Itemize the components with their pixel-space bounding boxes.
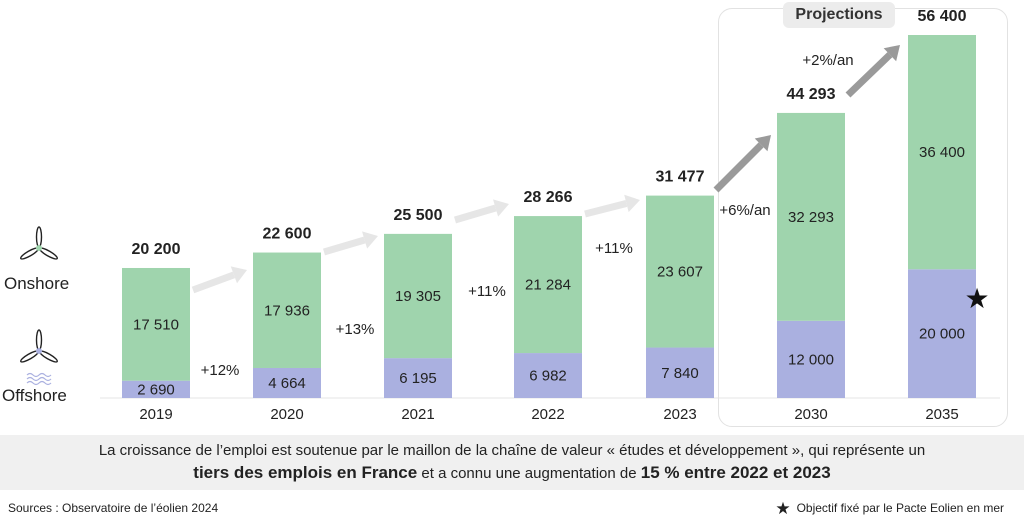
- arrow-head-5: [883, 45, 900, 62]
- onshore-turbine-icon: [20, 226, 58, 260]
- arrow-head-3: [624, 194, 640, 213]
- bar-onshore-2021: [384, 233, 452, 359]
- arrow-head-2: [493, 199, 509, 217]
- label-onshore-2022: 21 284: [525, 277, 571, 294]
- water-wave-icon: [26, 372, 52, 378]
- growth-label-5: +2%/an: [802, 52, 853, 69]
- growth-label-1: +13%: [336, 321, 375, 338]
- arrow-head-4: [754, 135, 771, 152]
- label-total-2023: 31 477: [656, 169, 705, 186]
- label-offshore-2035: 20 000: [919, 326, 965, 343]
- bar-offshore-2021: [384, 358, 452, 398]
- label-total-2030: 44 293: [787, 86, 836, 103]
- tick-2020: 2020: [270, 406, 303, 423]
- growth-label-0: +12%: [201, 362, 240, 379]
- water-wave-icon: [26, 380, 52, 386]
- growth-arrow-0: [191, 271, 236, 294]
- label-onshore-2023: 23 607: [657, 264, 703, 281]
- tick-2035: 2035: [925, 406, 958, 423]
- arrow-head-1: [362, 231, 378, 249]
- note-line1: La croissance de l’emploi est soutenue p…: [98, 442, 926, 459]
- bar-offshore-2019: [122, 380, 190, 398]
- growth-label-2: +11%: [468, 283, 506, 300]
- growth-arrow-3: [584, 200, 628, 218]
- objective-text: Objectif fixé par le Pacte Eolien en mer: [796, 501, 1004, 515]
- bar-onshore-2023: [646, 195, 714, 348]
- bar-offshore-2023: [646, 347, 714, 398]
- label-onshore-2020: 17 936: [264, 302, 310, 319]
- tick-2021: 2021: [401, 406, 434, 423]
- sources: Sources : Observatoire de l’éolien 2024: [8, 501, 219, 515]
- bar-offshore-2030: [777, 320, 845, 398]
- projections-label: Projections: [783, 2, 895, 28]
- bar-onshore-2020: [253, 252, 321, 368]
- offshore-turbine-icon: [20, 329, 58, 363]
- water-wave-icon: [26, 376, 52, 382]
- growth-arrow-4: [713, 142, 764, 193]
- star-icon: ★: [775, 499, 791, 518]
- label-onshore-2021: 19 305: [395, 288, 441, 305]
- growth-arrow-5: [845, 52, 893, 98]
- growth-label-3: +11%: [595, 240, 633, 257]
- label-onshore-2019: 17 510: [133, 316, 179, 333]
- label-offshore-2019: 2 690: [137, 381, 175, 398]
- label-offshore-2022: 6 982: [529, 368, 567, 385]
- tick-2022: 2022: [531, 406, 564, 423]
- label-onshore-2035: 36 400: [919, 144, 965, 161]
- note-mid: et a connu une augmentation de: [417, 465, 641, 482]
- note-bold2: 15 % entre 2022 et 2023: [640, 463, 831, 482]
- arrow-head-0: [230, 266, 247, 284]
- label-total-2035: 56 400: [918, 8, 967, 25]
- objective-legend: ★ Objectif fixé par le Pacte Eolien en me…: [775, 499, 1004, 519]
- note-line2: tiers des emplois en France et a connu u…: [0, 462, 1024, 485]
- legend-offshore: Offshore: [2, 386, 67, 405]
- bar-onshore-2035: [908, 35, 976, 270]
- label-total-2019: 20 200: [132, 241, 181, 258]
- note-bold1: tiers des emplois en France: [193, 463, 418, 482]
- growth-label-4: +6%/an: [719, 202, 770, 219]
- growth-arrow-1: [323, 236, 366, 256]
- bar-offshore-2022: [514, 353, 582, 398]
- label-offshore-2021: 6 195: [399, 370, 437, 387]
- growth-arrow-2: [454, 204, 497, 224]
- star-icon: ★: [964, 283, 989, 314]
- bar-onshore-2030: [777, 112, 845, 321]
- label-offshore-2020: 4 664: [268, 375, 306, 392]
- label-total-2021: 25 500: [394, 207, 443, 224]
- bar-onshore-2019: [122, 267, 190, 381]
- label-total-2022: 28 266: [524, 189, 573, 206]
- tick-2019: 2019: [139, 406, 172, 423]
- bar-onshore-2022: [514, 216, 582, 354]
- legend-onshore: Onshore: [4, 274, 70, 293]
- tick-2030: 2030: [794, 406, 827, 423]
- label-offshore-2030: 12 000: [788, 351, 834, 368]
- label-total-2020: 22 600: [263, 226, 312, 243]
- label-onshore-2030: 32 293: [788, 209, 834, 226]
- summary-note: La croissance de l’emploi est soutenue p…: [0, 435, 1024, 490]
- bar-offshore-2035: [908, 269, 976, 398]
- tick-2023: 2023: [663, 406, 696, 423]
- bar-offshore-2020: [253, 367, 321, 398]
- label-offshore-2023: 7 840: [661, 365, 699, 382]
